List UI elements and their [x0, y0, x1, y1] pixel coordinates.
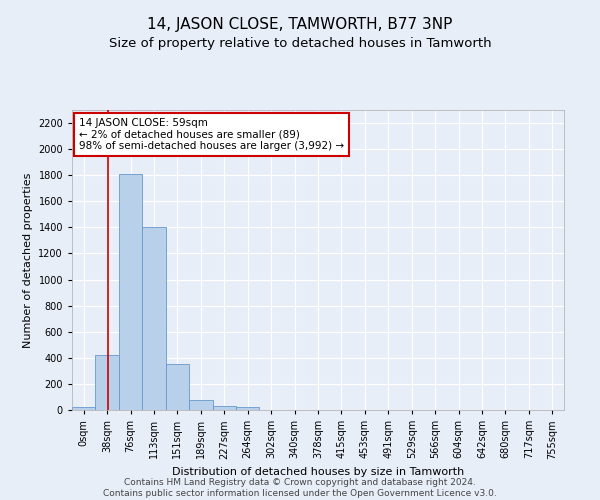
Bar — [189, 400, 212, 410]
Bar — [166, 364, 189, 410]
Bar — [119, 174, 142, 410]
Bar — [212, 406, 236, 410]
Bar — [95, 355, 119, 410]
Text: 14, JASON CLOSE, TAMWORTH, B77 3NP: 14, JASON CLOSE, TAMWORTH, B77 3NP — [148, 18, 452, 32]
Y-axis label: Number of detached properties: Number of detached properties — [23, 172, 32, 348]
Bar — [142, 228, 166, 410]
Text: Size of property relative to detached houses in Tamworth: Size of property relative to detached ho… — [109, 38, 491, 51]
X-axis label: Distribution of detached houses by size in Tamworth: Distribution of detached houses by size … — [172, 467, 464, 477]
Text: Contains HM Land Registry data © Crown copyright and database right 2024.
Contai: Contains HM Land Registry data © Crown c… — [103, 478, 497, 498]
Bar — [236, 406, 259, 410]
Text: 14 JASON CLOSE: 59sqm
← 2% of detached houses are smaller (89)
98% of semi-detac: 14 JASON CLOSE: 59sqm ← 2% of detached h… — [79, 118, 344, 151]
Bar — [72, 408, 95, 410]
